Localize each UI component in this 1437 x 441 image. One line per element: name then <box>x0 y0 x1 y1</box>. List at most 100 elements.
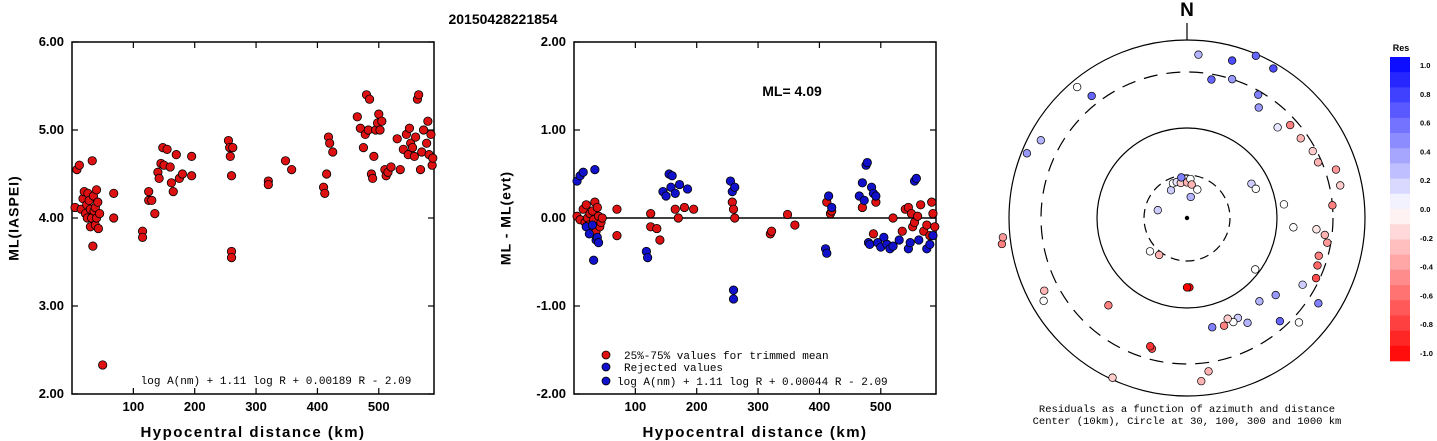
colorbar-tick-label: -1.0 <box>1420 349 1433 358</box>
station-point <box>1314 299 1323 308</box>
data-point <box>137 232 148 242</box>
station-point <box>998 233 1008 242</box>
colorbar-tick-label: 0.6 <box>1420 119 1430 128</box>
data-points <box>572 157 940 304</box>
data-point <box>93 197 103 207</box>
station-point <box>1182 283 1192 292</box>
data-point <box>782 209 793 220</box>
data-point <box>225 151 235 161</box>
station-point <box>1177 173 1186 182</box>
data-point <box>667 171 677 181</box>
data-point <box>674 179 685 190</box>
station-point <box>1251 51 1261 60</box>
station-point <box>1087 91 1096 101</box>
station-point <box>1154 250 1164 260</box>
data-point <box>590 165 600 175</box>
ring-100km <box>1096 127 1278 309</box>
station-point <box>1108 373 1117 382</box>
data-point <box>87 156 97 166</box>
station-point <box>1271 290 1280 300</box>
station-point <box>1251 265 1260 274</box>
station-point <box>1254 103 1263 112</box>
legend-label: Rejected values <box>624 363 723 375</box>
legend-label: 25%-75% values for trimmed mean <box>624 351 829 363</box>
colorbar-tick-label: 0.0 <box>1420 205 1430 214</box>
colorbar-swatch <box>1390 57 1410 73</box>
epicenter-marker <box>1184 215 1190 221</box>
data-point <box>587 220 598 230</box>
data-point <box>661 191 671 201</box>
data-point <box>423 116 433 126</box>
x-tick-label: 100 <box>625 399 647 414</box>
residual-vs-distance-chart: 100 200 300 400 500 -2.00 -1.00 0.00 1.00 2.00 ML… <box>497 34 940 441</box>
data-point <box>888 241 898 251</box>
station-point <box>1153 206 1162 215</box>
data-point <box>177 169 188 179</box>
data-point <box>287 165 297 175</box>
data-point <box>766 226 777 236</box>
plot-frame <box>71 41 435 395</box>
colorbar-swatch <box>1390 285 1410 301</box>
data-point <box>165 162 175 172</box>
station-point <box>1207 75 1216 84</box>
x-tick-label: 200 <box>184 399 206 414</box>
data-point <box>395 165 405 175</box>
data-point <box>927 197 937 207</box>
data-point <box>871 191 881 201</box>
ring-300km <box>1040 71 1334 365</box>
ml-value-annotation: ML= 4.09 <box>762 83 822 99</box>
station-point <box>1251 184 1260 193</box>
data-point <box>824 191 834 201</box>
caption-line-2: Center (10km), Circle at 30, 100, 300 an… <box>1033 416 1342 428</box>
station-point <box>1197 376 1206 386</box>
data-point <box>91 185 102 195</box>
station-point <box>1298 280 1307 289</box>
axis-ticks: 100 200 300 400 500 2.00 3.00 4.00 5.00 6.00 <box>39 34 434 414</box>
x-tick-label: 500 <box>368 399 390 414</box>
legend-marker-blue <box>601 362 611 372</box>
colorbar-tick-label: 0.8 <box>1420 90 1430 99</box>
station-point <box>1323 238 1332 247</box>
data-point <box>147 195 157 205</box>
ring-30km <box>1143 174 1231 262</box>
data-point <box>95 209 105 219</box>
data-point <box>109 213 119 223</box>
formula-label: log A(nm) + 1.11 log R + 0.00189 R - 2.0… <box>141 376 412 388</box>
data-point <box>725 176 736 186</box>
data-point <box>897 226 907 236</box>
legend: 25%-75% values for trimmed mean Rejected… <box>601 350 888 389</box>
station-point <box>1294 318 1304 327</box>
x-tick-label: 400 <box>809 399 831 414</box>
station-point <box>1269 64 1278 73</box>
station-point <box>1187 180 1196 189</box>
data-point <box>612 231 622 241</box>
colorbar-tick-label: -0.2 <box>1420 234 1433 243</box>
data-point <box>410 132 421 142</box>
colorbar-swatch <box>1390 224 1410 240</box>
caption-line-1: Residuals as a function of azimuth and d… <box>1039 404 1335 416</box>
data-point <box>280 156 291 166</box>
data-point <box>226 171 237 181</box>
data-point <box>415 165 426 175</box>
data-point <box>868 229 879 239</box>
data-point <box>263 179 273 190</box>
data-point <box>652 223 662 234</box>
data-point <box>418 125 429 135</box>
data-point <box>928 209 938 219</box>
colorbar-swatch <box>1390 178 1410 195</box>
data-point <box>407 143 418 153</box>
data-point <box>888 213 898 223</box>
data-point <box>428 153 438 163</box>
y-tick-label: 4.00 <box>39 210 64 225</box>
ring-1000km <box>1008 39 1366 397</box>
data-point <box>226 253 237 263</box>
colorbar-swatch <box>1390 269 1410 286</box>
station-point <box>1314 251 1323 260</box>
station-point <box>1040 286 1049 295</box>
station-point <box>1208 323 1217 332</box>
colorbar-swatch <box>1390 87 1410 103</box>
data-point <box>679 202 690 213</box>
station-point <box>1039 296 1048 305</box>
data-point <box>612 204 622 214</box>
